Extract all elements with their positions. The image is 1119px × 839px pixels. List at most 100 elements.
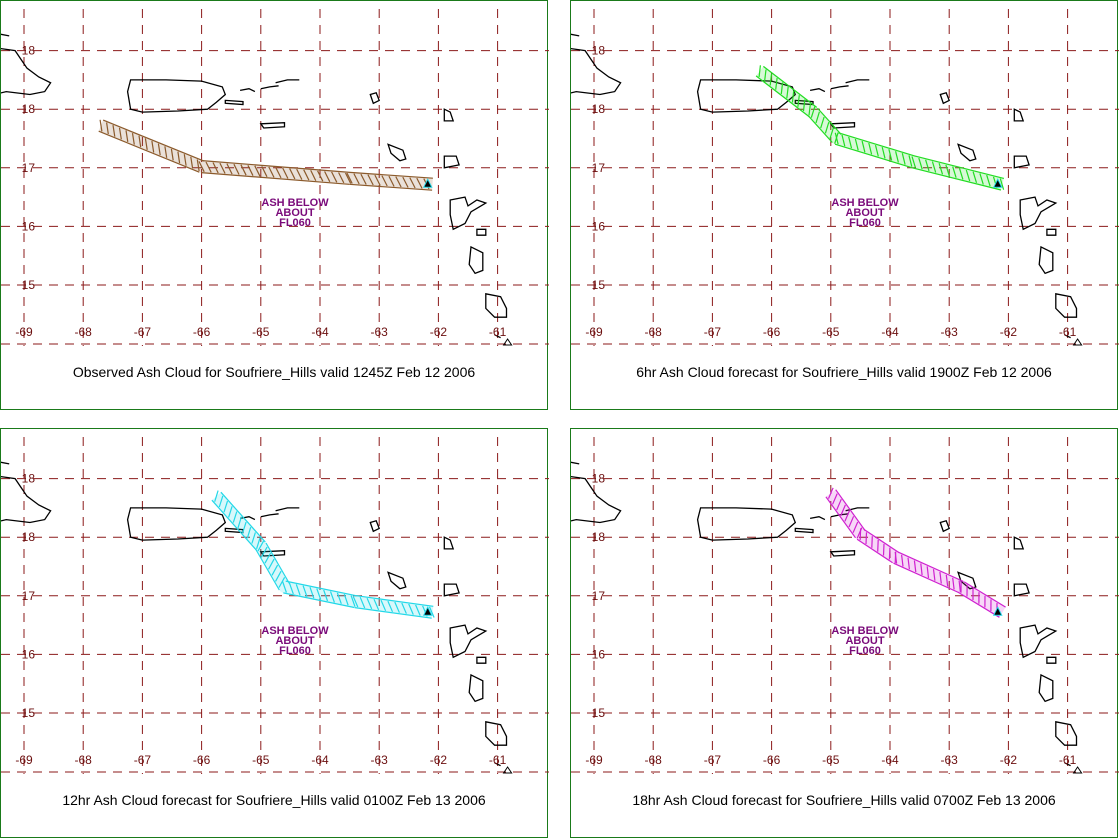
ash-hatch (920, 563, 923, 576)
coastlines (571, 33, 1078, 339)
lon-tick-label: -62 (430, 753, 448, 767)
lat-tick-label: 15 (592, 706, 606, 720)
ash-hatch (278, 577, 286, 588)
ash-hatch (198, 161, 205, 173)
ash-hatch (267, 558, 275, 570)
ash-hatch (360, 173, 367, 185)
coastline (829, 550, 856, 557)
ash-hatch (329, 591, 335, 603)
coastline (239, 88, 256, 93)
ash-hatch (979, 173, 984, 185)
ash-hatch (802, 99, 806, 112)
ash-hatch (868, 142, 873, 155)
ash-hatch (881, 146, 886, 159)
ash-hatch (913, 560, 917, 573)
ash-hatch (232, 511, 238, 523)
ash-hatch (212, 162, 219, 174)
lon-tick-label: -61 (1059, 325, 1077, 339)
coastline (275, 507, 300, 512)
coastline (1038, 673, 1054, 703)
ash-hatch (367, 174, 374, 186)
lon-tick-label: -65 (252, 325, 270, 339)
ash-cloud-edge (354, 607, 432, 619)
lon-tick-label: -66 (763, 325, 781, 339)
ash-hatch (925, 159, 930, 172)
ash-cloud-edge (914, 155, 1005, 179)
ash-hatch (302, 585, 308, 597)
coastline (1, 33, 10, 37)
ash-hatch (958, 580, 961, 593)
ash-hatch (840, 504, 846, 516)
ash-hatch (214, 490, 219, 502)
ash-hatch (965, 169, 971, 182)
ash-altitude-label: ASH BELOW (261, 625, 329, 637)
coastline (468, 245, 484, 275)
ash-cloud-edge (265, 542, 291, 585)
coastline (571, 475, 622, 524)
marker-icon (502, 766, 513, 774)
ash-map: -69 -68 -67 -66 -65 -64 -63 -62 -61 15 16 17 18 18 ASH… (571, 437, 1119, 774)
lon-tick-label: -66 (193, 325, 211, 339)
coastline (1019, 196, 1058, 231)
lat-tick-label: 16 (592, 647, 606, 661)
coastline (1, 475, 52, 524)
ash-hatch (324, 171, 331, 183)
ash-altitude-label: FL060 (279, 217, 311, 229)
coastline (494, 334, 501, 339)
marker-icon (502, 338, 513, 346)
ash-altitude-label: ASH BELOW (831, 625, 899, 637)
ash-map: -69 -68 -67 -66 -65 -64 -63 -62 -61 15 16 17 18 18 ASH… (571, 9, 1119, 346)
ash-hatch (177, 151, 181, 164)
ash-hatch (844, 510, 851, 522)
coastline (369, 520, 381, 533)
ash-hatch (931, 161, 937, 173)
lon-tick-label: -67 (704, 325, 722, 339)
coastline (1046, 228, 1057, 236)
ash-hatch (296, 168, 303, 180)
ash-hatch (952, 577, 955, 590)
ash-hatch (331, 171, 338, 183)
lat-tick-label: 16 (592, 219, 606, 233)
ash-cloud-edge (893, 562, 959, 594)
coastline (494, 762, 501, 767)
ash-hatch (834, 132, 839, 145)
ash-hatch (282, 167, 289, 179)
ash-hatch (257, 540, 265, 552)
ash-hatch (366, 597, 373, 610)
ash-altitude-label: ABOUT (845, 207, 884, 219)
ash-map: -69 -68 -67 -66 -65 -64 -63 -62 -61 15 16 17 18 18 ASH… (1, 9, 549, 346)
ash-hatch (271, 564, 279, 576)
ash-hatch (316, 588, 322, 600)
ash-hatch (226, 163, 233, 175)
ash-hatch (402, 176, 409, 188)
ash-hatch (240, 164, 247, 176)
lon-tick-label: -68 (75, 753, 93, 767)
ash-hatch (901, 554, 904, 567)
ash-altitude-label: FL060 (849, 217, 881, 229)
ash-cloud-edge (763, 65, 818, 108)
coastline (443, 108, 455, 122)
coastline (1013, 155, 1030, 169)
ash-hatch (289, 168, 296, 180)
ash-hatch (138, 135, 142, 148)
ash-hatch (338, 172, 345, 184)
coastline (571, 461, 580, 465)
lon-tick-label: -69 (15, 753, 33, 767)
ash-cloud-edge (102, 119, 205, 162)
coastline (809, 88, 826, 93)
panel-caption: 6hr Ash Cloud forecast for Soufriere_Hil… (636, 364, 1052, 380)
ash-cloud (98, 119, 433, 191)
ash-hatch (346, 172, 353, 184)
ash-hatch (932, 569, 936, 581)
ash-hatch (350, 595, 356, 607)
ash-cloud-edge (356, 595, 434, 607)
ash-hatch (274, 570, 282, 582)
coastline (1038, 245, 1054, 275)
lon-tick-label: -69 (15, 325, 33, 339)
coastline (259, 122, 286, 129)
ash-cloud-edge (863, 528, 900, 554)
map-panel-12hr: -69 -68 -67 -66 -65 -64 -63 -62 -61 15 16 17 18 18 ASH… (0, 428, 549, 838)
ash-hatch (242, 521, 247, 534)
ash-hatch (820, 116, 825, 129)
ash-hatch (261, 166, 268, 178)
